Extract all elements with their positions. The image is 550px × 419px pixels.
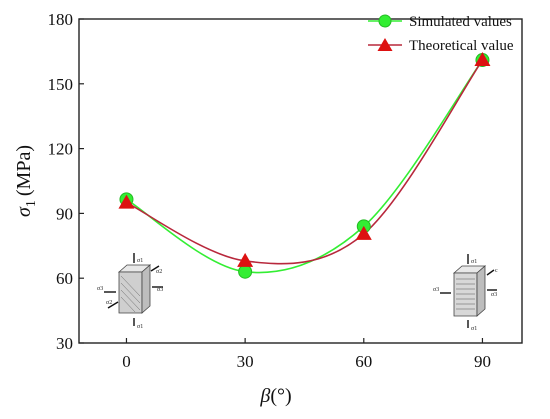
theoretical-point-90 [474,52,491,67]
x-tick-label-30: 30 [237,352,254,371]
left-cube-label-1: σ1 [137,258,143,264]
x-axis-title: β(°) [259,385,291,407]
x-axis-ticks: 0 30 60 90 [122,338,491,371]
left-cube-label-2: σ2 [156,269,162,275]
left-cube-label-6: σ1 [137,324,143,330]
right-cube-front [453,272,478,317]
y-axis-symbol: σ [13,206,35,217]
left-cube-label-3: σ3 [97,286,103,292]
theoretical-point-60 [355,225,372,240]
x-axis-symbol: β [259,385,270,407]
simulated-values-points [119,53,490,279]
theoretical-value-points [118,52,491,267]
x-tick-label-0: 0 [122,352,131,371]
y-axis-unit: (MPa) [13,145,35,196]
legend-sim-marker [378,14,392,28]
y-axis-title: σ1 (MPa) [13,145,39,217]
right-stress-cube-inset: σ1 c σ3 σ3 σ1 [433,254,498,332]
right-cube-label-4: σ3 [491,292,497,298]
y-tick-label-30: 30 [56,334,73,353]
left-cube-side [141,264,151,314]
right-cube-side [476,265,486,317]
simulated-point-30 [238,264,253,279]
x-tick-label-90: 90 [474,352,491,371]
left-cube-label-4: σ2 [106,300,112,306]
y-tick-label-60: 60 [56,269,73,288]
left-cube-label-5: σ3 [157,287,163,293]
theoretical-point-30 [237,252,254,267]
legend-sim-label: Simulated values [409,14,512,30]
x-axis-unit: (°) [270,385,291,407]
right-cube-label-5: σ1 [471,326,477,332]
theoretical-point-0 [118,194,135,209]
y-tick-label-120: 120 [48,140,74,159]
x-tick-label-60: 60 [355,352,372,371]
y-tick-label-150: 150 [48,75,74,94]
y-axis-subscript: 1 [24,200,39,207]
right-cube-label-3: σ3 [433,287,439,293]
legend-theo-label: Theoretical value [409,38,514,54]
y-tick-label-90: 90 [56,204,73,223]
plot-area [78,18,523,344]
legend-theo-marker [377,38,393,51]
y-axis-ticks: 30 60 90 120 150 180 [48,10,84,353]
simulated-values-line [126,59,484,274]
right-cube-label-1: σ1 [471,259,477,265]
y-tick-label-180: 180 [48,10,74,29]
left-stress-cube-inset: σ1 σ2 σ3 σ2 σ3 σ1 [97,253,163,330]
legend: Simulated values Theoretical value [368,14,514,54]
theoretical-value-line [126,59,484,265]
right-cube-label-2: c [495,268,498,274]
